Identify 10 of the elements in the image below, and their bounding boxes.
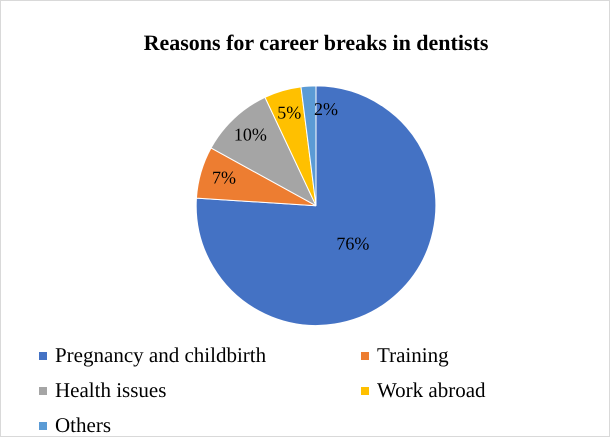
- legend-label: Health issues: [55, 378, 166, 403]
- data-label: 10%: [234, 124, 267, 145]
- legend-label: Work abroad: [377, 378, 486, 403]
- data-label: 76%: [336, 234, 370, 254]
- legend-label: Others: [55, 413, 111, 437]
- legend-label: Pregnancy and childbirth: [55, 343, 266, 368]
- data-label: 7%: [212, 168, 236, 188]
- chart-title: Reasons for career breaks in dentists: [144, 30, 489, 55]
- legend-label: Training: [377, 343, 449, 368]
- data-label: 5%: [277, 102, 302, 122]
